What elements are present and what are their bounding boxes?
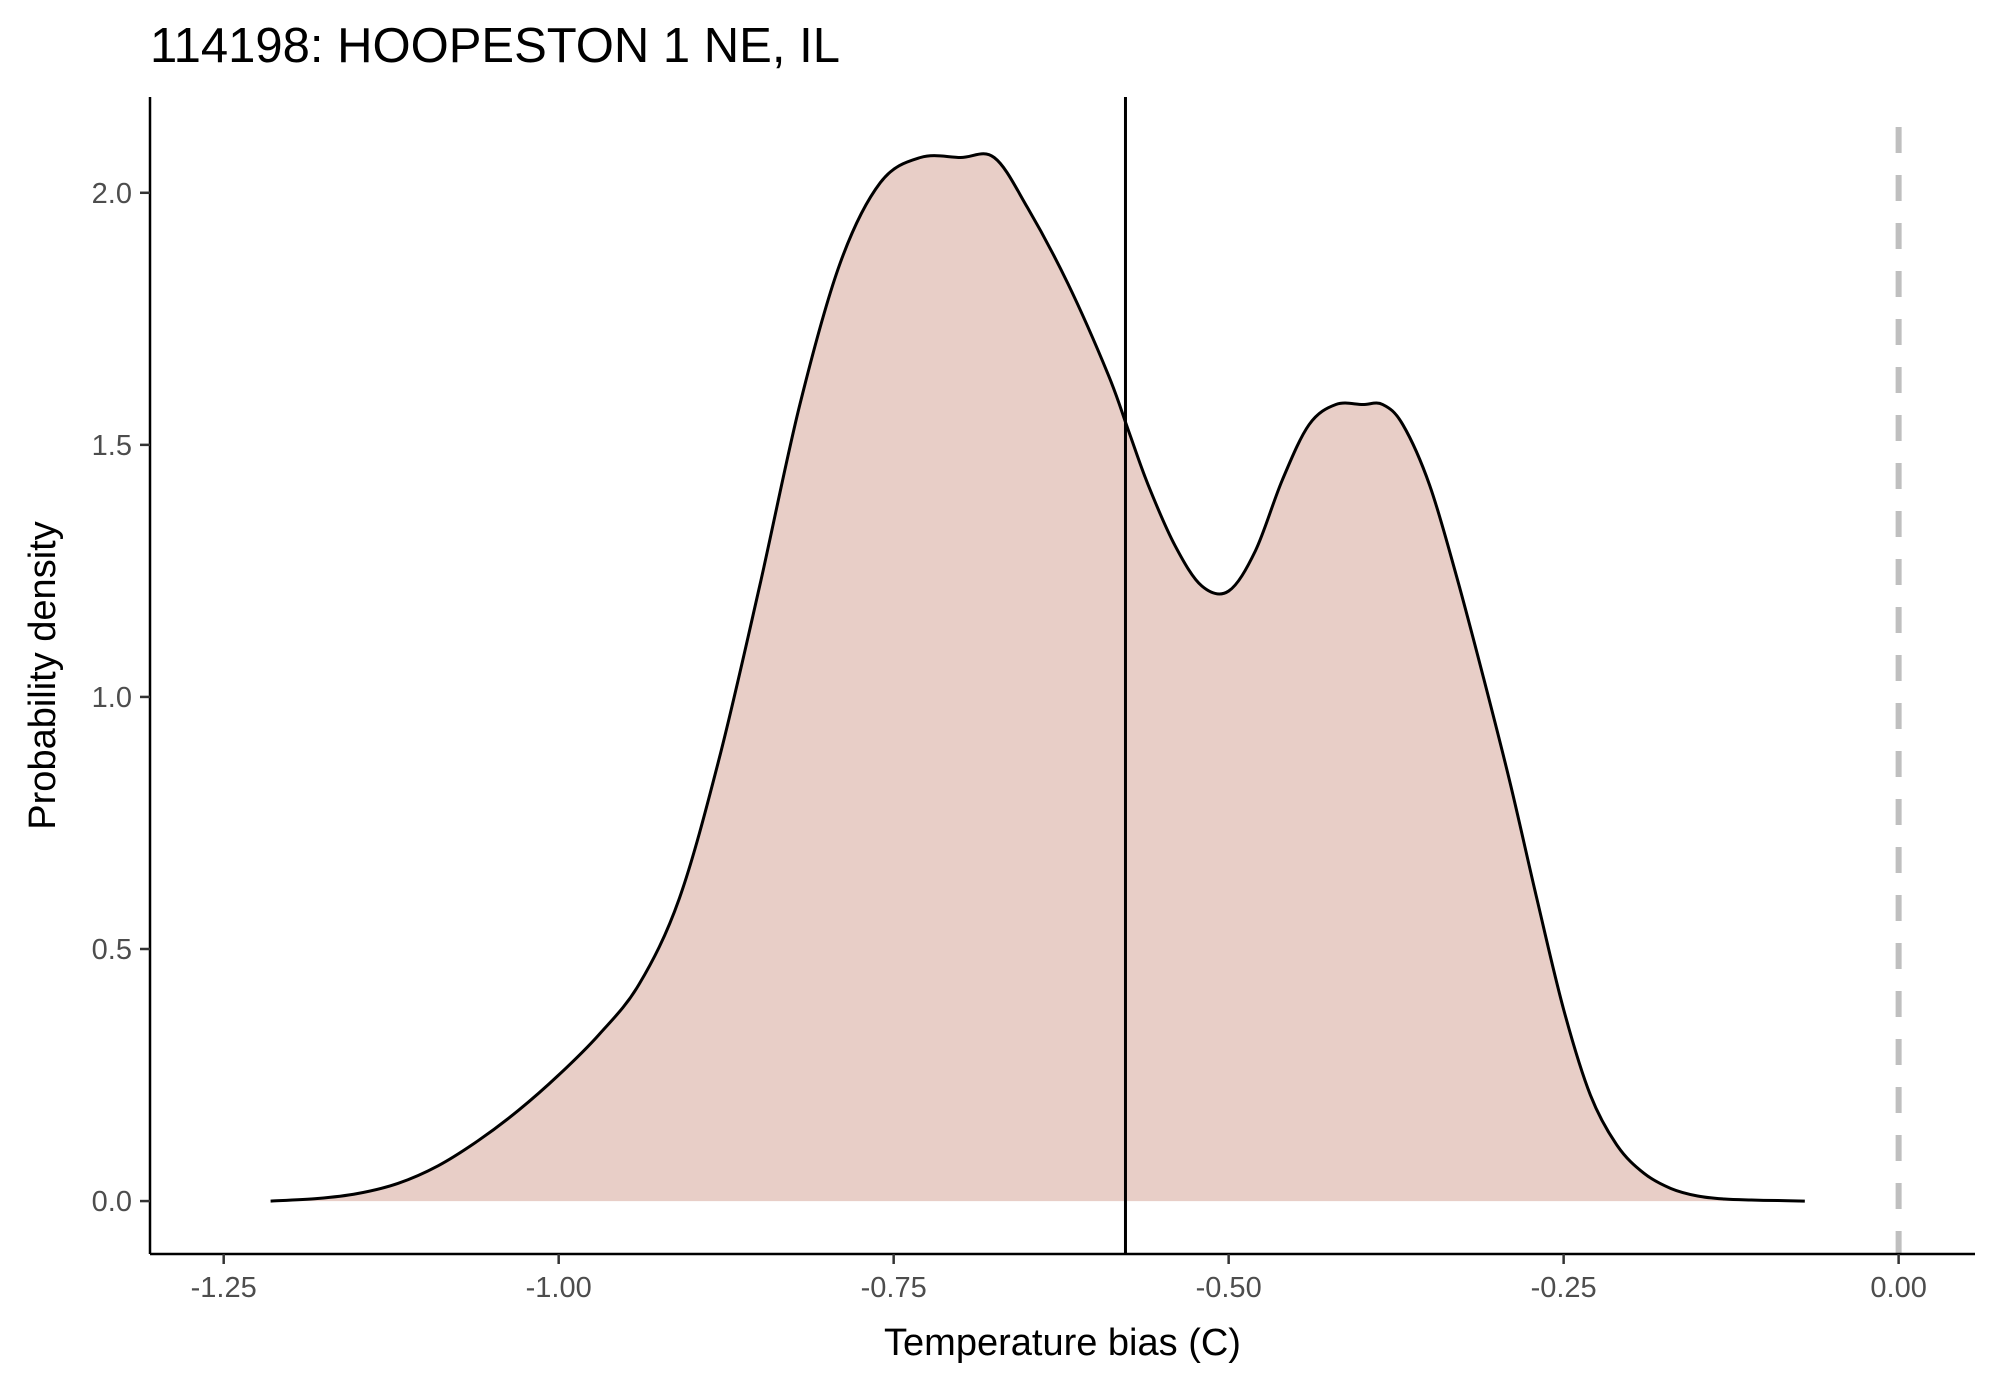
x-tick-label: -1.25: [191, 1272, 257, 1304]
density-curve: [270, 152, 1805, 1203]
x-tick-label: -0.50: [1196, 1272, 1262, 1304]
x-tick-label: 0.00: [1870, 1272, 1926, 1304]
plot-area: [270, 97, 1902, 1254]
y-tick-label: 0.0: [92, 1186, 132, 1218]
x-tick-label: -1.00: [526, 1272, 592, 1304]
chart-title: 114198: HOOPESTON 1 NE, IL: [150, 19, 840, 73]
x-axis-title: Temperature bias (C): [884, 1322, 1241, 1364]
y-tick-label: 2.0: [92, 178, 132, 210]
y-tick-label: 0.5: [92, 934, 132, 966]
density-area: [270, 153, 1805, 1202]
y-axis-title: Probability density: [22, 521, 64, 829]
y-axis-ticks: 0.0 0.5 1.0 1.5 2.0: [92, 178, 150, 1218]
y-tick-label: 1.0: [92, 682, 132, 714]
y-tick-label: 1.5: [92, 430, 132, 462]
x-tick-label: -0.75: [861, 1272, 927, 1304]
x-tick-label: -0.25: [1531, 1272, 1597, 1304]
x-axis-ticks: -1.25 -1.00 -0.75 -0.50 -0.25 0.00: [191, 1254, 1927, 1304]
